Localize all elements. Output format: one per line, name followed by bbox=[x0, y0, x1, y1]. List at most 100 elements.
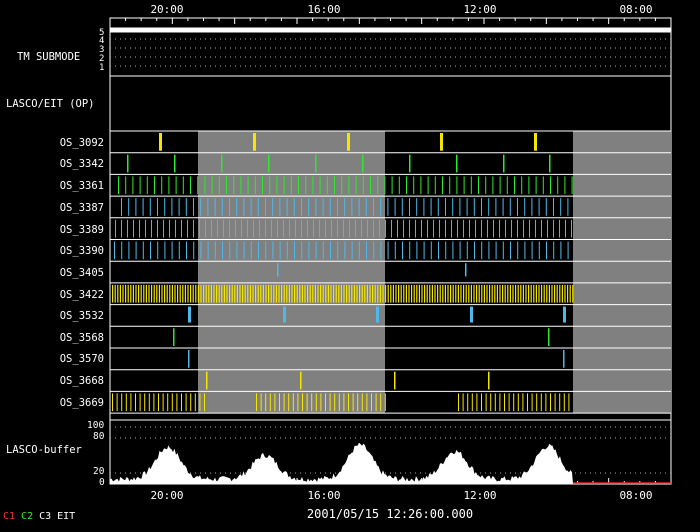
event-mark bbox=[525, 284, 527, 303]
event-mark bbox=[455, 284, 457, 303]
event-mark bbox=[559, 284, 561, 303]
event-mark bbox=[494, 393, 496, 412]
event-mark bbox=[418, 284, 420, 303]
event-mark bbox=[185, 393, 187, 412]
event-mark bbox=[195, 284, 197, 303]
event-mark bbox=[330, 284, 332, 303]
event-mark bbox=[358, 198, 360, 216]
event-mark bbox=[496, 284, 498, 303]
event-mark bbox=[114, 241, 115, 260]
event-mark bbox=[530, 284, 532, 303]
event-mark bbox=[542, 176, 544, 195]
event-mark bbox=[322, 284, 324, 303]
event-mark bbox=[549, 154, 551, 173]
event-mark bbox=[157, 241, 159, 260]
event-mark bbox=[175, 219, 176, 238]
event-mark bbox=[348, 284, 350, 303]
event-mark bbox=[385, 219, 386, 238]
event-mark bbox=[513, 393, 515, 412]
event-mark bbox=[487, 219, 488, 238]
event-mark bbox=[463, 219, 464, 238]
event-mark bbox=[162, 393, 164, 412]
event-mark bbox=[329, 198, 331, 216]
event-mark bbox=[507, 284, 509, 303]
inactive-band bbox=[573, 304, 671, 327]
event-mark bbox=[466, 241, 468, 260]
event-mark bbox=[538, 284, 540, 303]
event-mark bbox=[409, 241, 411, 260]
event-mark bbox=[384, 393, 386, 412]
event-mark bbox=[467, 393, 469, 412]
event-mark bbox=[379, 284, 381, 303]
event-mark bbox=[274, 393, 276, 412]
event-mark bbox=[256, 393, 257, 412]
event-mark bbox=[229, 284, 231, 303]
event-mark bbox=[406, 176, 407, 195]
event-mark bbox=[139, 219, 140, 238]
event-mark bbox=[392, 284, 394, 303]
event-mark bbox=[242, 284, 244, 303]
event-mark bbox=[531, 241, 533, 260]
event-mark bbox=[445, 219, 446, 238]
event-mark bbox=[223, 284, 225, 303]
event-mark bbox=[551, 284, 553, 303]
event-mark bbox=[391, 219, 392, 238]
event-mark bbox=[564, 176, 566, 195]
event-mark bbox=[502, 284, 504, 303]
event-mark bbox=[468, 284, 470, 303]
event-mark bbox=[206, 371, 208, 390]
event-mark bbox=[524, 241, 526, 260]
event-mark bbox=[214, 198, 216, 216]
inactive-band bbox=[198, 304, 385, 327]
event-mark bbox=[571, 219, 572, 238]
event-mark bbox=[204, 176, 206, 195]
event-mark bbox=[475, 219, 476, 238]
event-mark bbox=[491, 284, 493, 303]
event-mark bbox=[140, 284, 142, 303]
event-mark bbox=[161, 176, 163, 195]
event-mark bbox=[361, 393, 363, 412]
buffer-fill bbox=[110, 442, 573, 484]
event-mark bbox=[114, 284, 116, 303]
event-mark bbox=[279, 393, 280, 412]
event-mark bbox=[387, 198, 389, 216]
event-mark bbox=[451, 219, 452, 238]
event-mark bbox=[421, 284, 423, 303]
event-mark bbox=[161, 284, 163, 303]
event-mark bbox=[188, 350, 190, 368]
event-mark bbox=[327, 284, 329, 303]
event-mark bbox=[523, 219, 524, 238]
event-mark bbox=[291, 284, 293, 303]
event-mark bbox=[319, 176, 321, 195]
event-mark bbox=[193, 241, 195, 260]
event-mark bbox=[199, 219, 200, 238]
event-mark bbox=[229, 219, 230, 238]
event-mark bbox=[485, 393, 487, 412]
lasco-eit-label: LASCO/EIT (OP) bbox=[6, 98, 95, 110]
event-mark bbox=[197, 176, 199, 195]
event-mark bbox=[380, 241, 382, 260]
event-mark bbox=[169, 284, 171, 303]
event-mark bbox=[265, 241, 267, 260]
event-mark bbox=[456, 154, 458, 173]
event-mark bbox=[241, 219, 242, 238]
event-mark bbox=[315, 154, 317, 173]
event-mark bbox=[148, 393, 150, 412]
event-mark bbox=[218, 176, 220, 195]
event-mark bbox=[184, 284, 186, 303]
event-mark bbox=[559, 393, 561, 412]
event-mark bbox=[171, 241, 173, 260]
event-mark bbox=[337, 241, 339, 260]
event-mark bbox=[478, 284, 480, 303]
event-mark bbox=[218, 284, 220, 303]
event-mark bbox=[528, 176, 530, 195]
event-mark bbox=[517, 393, 519, 412]
row-label-os3387: OS_3387 bbox=[59, 202, 104, 214]
event-mark bbox=[334, 176, 335, 195]
event-mark bbox=[352, 393, 354, 412]
event-mark bbox=[529, 219, 530, 238]
event-mark bbox=[301, 241, 303, 260]
event-mark bbox=[221, 198, 223, 216]
event-mark bbox=[250, 241, 252, 260]
event-mark bbox=[348, 176, 350, 195]
